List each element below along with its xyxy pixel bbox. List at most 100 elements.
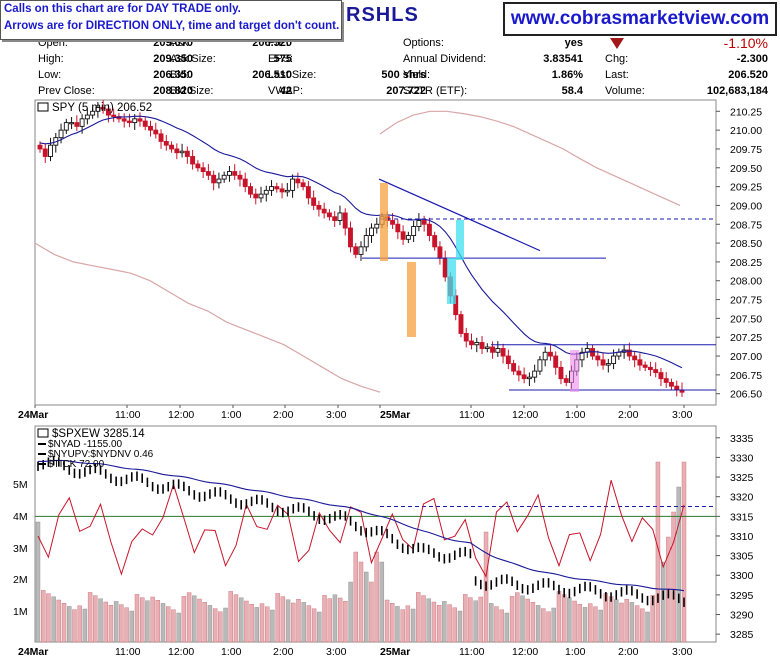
candle-body [48,144,53,157]
lower-envelope-line [34,242,381,393]
candle-body [674,385,680,391]
volume-bar [327,598,332,643]
candle-body [653,369,659,374]
candle-body [474,342,480,346]
pink-signal-bar [570,350,579,392]
volume-bar [379,561,385,643]
quote-value: 500 shrs [381,69,426,81]
candle-body [595,355,601,361]
quote-value: 58.4 [561,85,583,97]
candle-body [342,212,348,229]
website-url[interactable]: www.cobrasmarketview.com [510,8,770,29]
volume-bar [113,601,119,643]
volume-bar [212,608,218,643]
volume-bar [410,608,416,643]
candle-body [69,122,75,125]
volume-bar [41,590,46,643]
volume-axis-label: 4M [13,511,28,523]
y-tick-label: 209.00 [730,200,762,212]
quote-value: 207.722 [386,85,426,97]
volume-bar [520,595,525,643]
candle-body [216,178,222,184]
x-axis-label: 3:00 [672,409,693,421]
candle-body [95,107,101,112]
volume-bar [124,607,129,643]
volume-bar [582,607,588,643]
volume-bar [551,607,556,643]
volume-bar [577,604,583,643]
notice-line-2: Arrows are for DIRECTION ONLY, time and … [4,20,340,32]
x-axis-label-bottom: 24Mar [18,646,48,658]
quote-label: SCTR (ETF): [403,85,468,97]
volume-bar [150,596,155,643]
price-chart-title: SPY (5 min) 206.52 [52,102,152,114]
candle-body [148,125,153,131]
volume-bar [218,611,223,643]
candle-body [537,359,543,372]
x-axis-label: 2:00 [273,409,294,421]
candle-body [663,378,669,383]
volume-bar [129,610,134,643]
spxew-moving-average [38,459,685,592]
candle-body [405,235,411,240]
candle-body [300,182,306,188]
volume-bar [447,604,452,643]
y-tick-label: 208.25 [730,257,762,269]
volume-bar [192,595,197,643]
volume-bar [244,600,249,643]
candle-body [127,120,132,124]
y-tick-label: 207.50 [730,313,762,325]
candle-body [132,118,138,124]
orange-signal-bar [380,183,388,261]
y2-tick-label: 3310 [730,531,754,543]
volume-bar [504,612,510,643]
volume-bar [67,606,72,643]
candle-body [316,204,322,210]
candle-body [500,348,506,357]
candle-body [505,355,511,365]
candle-body [442,257,448,278]
candle-body [79,118,85,127]
volume-axis-label: 2M [13,574,28,586]
volume-bar [572,600,577,643]
volume-bar [462,594,468,643]
quote-label: Yield: [403,69,431,81]
y-tick-label: 209.50 [730,163,762,175]
y-tick-label: 207.25 [730,332,762,344]
candle-body [332,216,338,221]
volume-bar [619,602,624,643]
volume-bar [400,609,405,643]
volume-bar [421,595,426,643]
volume-bar [343,601,348,643]
volume-bar [77,605,82,643]
volume-bar [270,609,275,643]
volume-bar [452,607,457,643]
candle-body [547,351,553,357]
candle-body [221,174,227,180]
indicator-legend-entry: $TICK 72.00 [48,459,105,470]
y-tick-label: 209.25 [730,182,762,194]
volume-bar [473,600,478,643]
candle-body [626,349,632,357]
candle-body [400,231,406,240]
y2-tick-label: 3335 [730,433,754,445]
candle-body [42,148,48,157]
volume-bar [369,581,374,643]
volume-bar [166,606,171,643]
tick-indicator-line [37,480,685,578]
volume-bar [541,608,546,643]
website-banner[interactable]: www.cobrasmarketview.com [503,2,777,36]
volume-bar [489,603,494,643]
y2-tick-label: 3290 [730,610,754,622]
orange-signal-bar [407,262,416,337]
quote-label: Bid Size: [170,85,214,97]
candle-body [469,340,474,346]
candle-body [416,220,422,227]
x-axis-label-bottom: 1:00 [221,646,242,658]
x-axis-label: 3:00 [326,409,347,421]
day-trade-notice: Calls on this chart are for DAY TRADE on… [0,0,342,40]
x-axis-label: 11:00 [115,409,141,421]
y-tick-label: 208.00 [730,276,762,288]
y2-tick-label: 3285 [730,629,754,641]
